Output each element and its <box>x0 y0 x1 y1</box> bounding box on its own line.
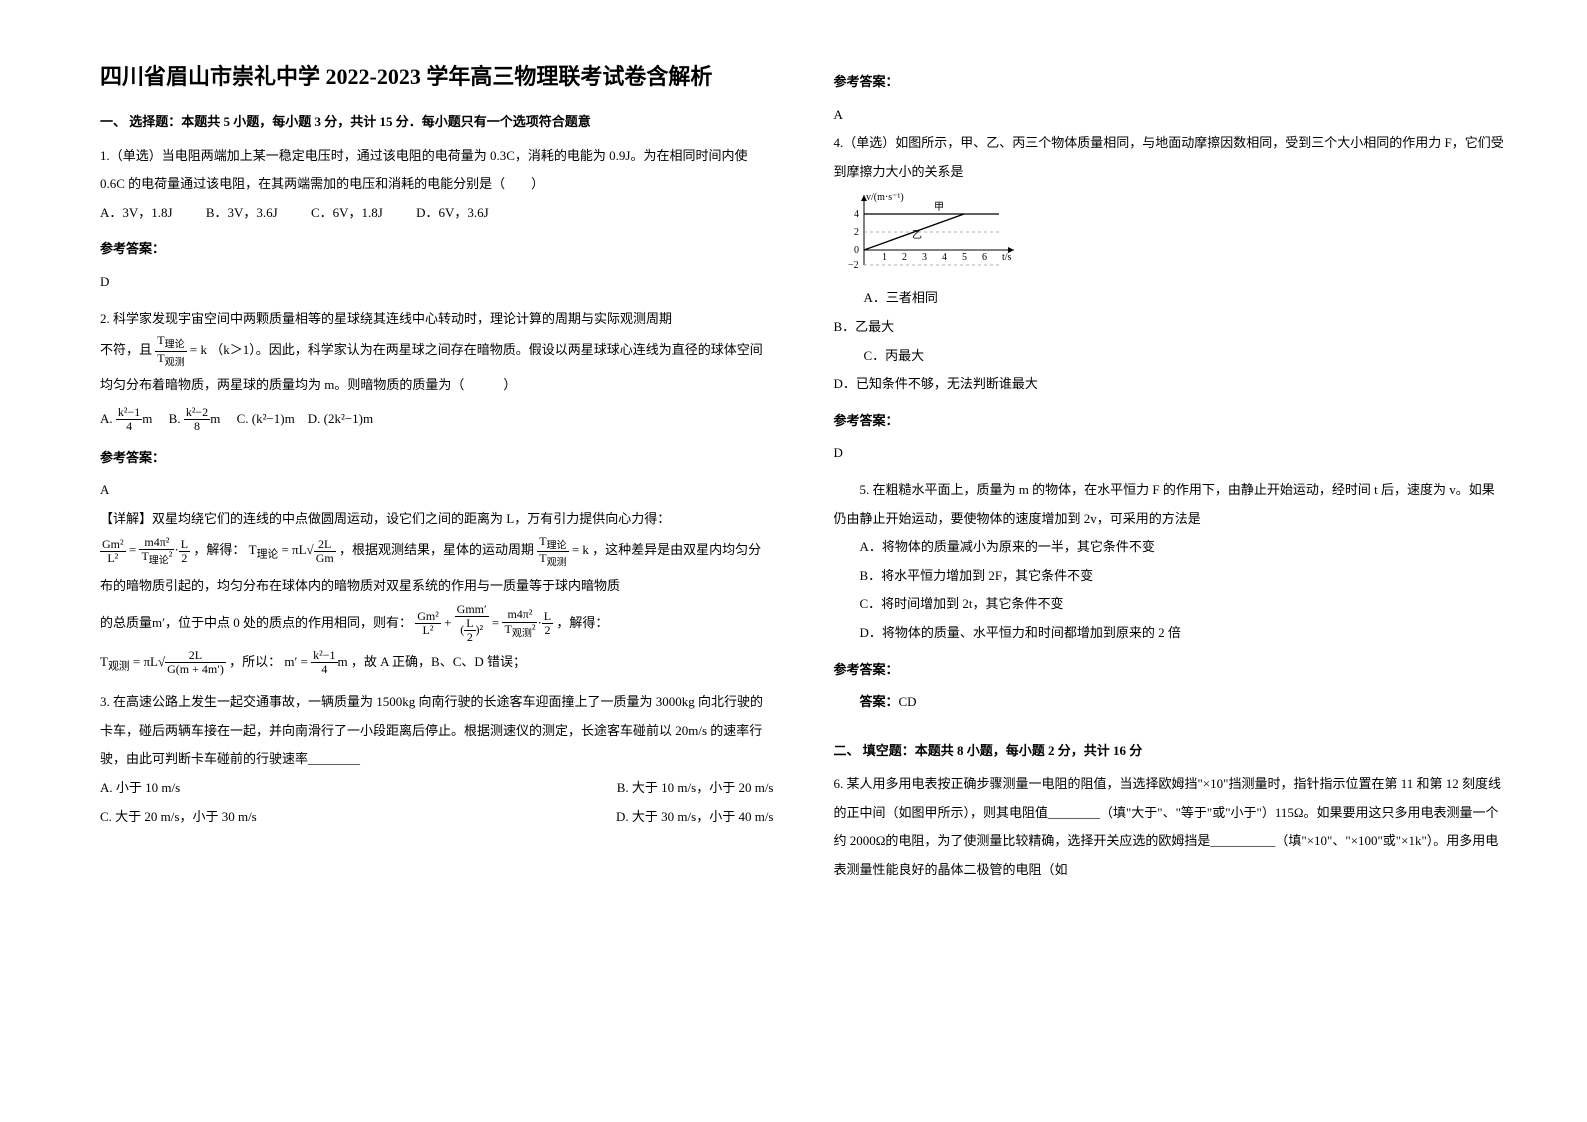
q2-mid1: ，解得： <box>193 542 245 557</box>
q4-stem: 4.（单选）如图所示，甲、乙、丙三个物体质量相同，与地面动摩擦因数相同，受到三个… <box>834 129 1508 186</box>
svg-text:−2: −2 <box>848 260 859 271</box>
q1-ans-label: 参考答案： <box>100 235 774 264</box>
q4-optD: D．已知条件不够，无法判断谁最大 <box>834 370 1508 399</box>
q3-ans: A <box>834 101 1508 130</box>
q3-optC: C. 大于 20 m/s，小于 30 m/s <box>100 803 257 832</box>
q2-optC: C. (k²−1)m <box>237 411 295 426</box>
q5-ans: CD <box>899 694 917 709</box>
q2-formula3: T观测 = πL√2LG(m + 4m′) ，所以： m′ = k²−14m ，… <box>100 645 774 681</box>
q5-optD: D．将物体的质量、水平恒力和时间都增加到原来的 2 倍 <box>834 619 1508 648</box>
q2-stem2-post: （k＞1）。因此，科学家认为在两星球之间存在暗物质。假设以两星球球心连线为直径的… <box>100 342 763 392</box>
q3-optD: D. 大于 30 m/s，小于 40 m/s <box>616 803 773 832</box>
q5-ans-label: 参考答案： <box>834 656 1508 685</box>
q2-stem2: 不符，且 T理论T观测 = k （k＞1）。因此，科学家认为在两星球之间存在暗物… <box>100 333 774 402</box>
svg-text:4: 4 <box>942 252 947 263</box>
q1-optC: C．6V，1.8J <box>311 205 383 220</box>
q5-optA: A．将物体的质量减小为原来的一半，其它条件不变 <box>834 533 1508 562</box>
q3: 3. 在高速公路上发生一起交通事故，一辆质量为 1500kg 向南行驶的长途客车… <box>100 688 774 831</box>
section2-header: 二、 填空题：本题共 8 小题，每小题 2 分，共计 16 分 <box>834 737 1508 766</box>
svg-text:2: 2 <box>854 227 859 238</box>
q3-stem: 3. 在高速公路上发生一起交通事故，一辆质量为 1500kg 向南行驶的长途客车… <box>100 688 774 774</box>
q2-optA-frac: k²−14 <box>116 406 142 433</box>
q4-optB: B．乙最大 <box>834 313 1508 342</box>
q4-ans-label: 参考答案： <box>834 407 1508 436</box>
q5-stem: 5. 在粗糙水平面上，质量为 m 的物体，在水平恒力 F 的作用下，由静止开始运… <box>834 476 1508 533</box>
chart-ylabel: v/(m·s⁻¹) <box>866 192 904 203</box>
svg-text:1: 1 <box>882 252 887 263</box>
svg-text:甲: 甲 <box>934 202 944 213</box>
svg-text:3: 3 <box>922 252 927 263</box>
q1-optA: A．3V，1.8J <box>100 205 173 220</box>
q2-end: ，所以： <box>229 654 281 669</box>
q2: 2. 科学家发现宇宙空间中两颗质量相等的星球绕其连线中心转动时，理论计算的周期与… <box>100 305 774 681</box>
q4-ans: D <box>834 439 1508 468</box>
doc-title: 四川省眉山市崇礼中学 2022-2023 学年高三物理联考试卷含解析 <box>100 60 774 93</box>
q4-optA: A．三者相同 <box>864 284 1508 313</box>
svg-text:t/s: t/s <box>1002 252 1012 263</box>
svg-text:乙: 乙 <box>912 229 922 241</box>
q3-ans-label: 参考答案： <box>834 68 1508 97</box>
q2-conc: ，故 A 正确，B、C、D 错误； <box>351 654 526 669</box>
q5-ans-pre: 答案： <box>860 694 899 709</box>
svg-text:2: 2 <box>902 252 907 263</box>
q2-formula1: Gm²L² = m4π²T理论²·L2 ，解得： T理论 = πL√2LGm ，… <box>100 533 774 603</box>
q1-stem: 1.（单选）当电阻两端加上某一稳定电压时，通过该电阻的电荷量为 0.3C，消耗的… <box>100 142 774 199</box>
q4: 4.（单选）如图所示，甲、乙、丙三个物体质量相同，与地面动摩擦因数相同，受到三个… <box>834 129 1508 468</box>
svg-text:6: 6 <box>982 252 987 263</box>
q3-row1: A. 小于 10 m/s B. 大于 10 m/s，小于 20 m/s <box>100 774 774 803</box>
q2-formula2: 的总质量m′，位于中点 0 处的质点的作用相同，则有： Gm²L² + Gmm′… <box>100 603 774 645</box>
q2-optB-frac: k²−28 <box>184 406 210 433</box>
q2-mid5: ，解得： <box>556 615 608 630</box>
q1: 1.（单选）当电阻两端加上某一稳定电压时，通过该电阻的电荷量为 0.3C，消耗的… <box>100 142 774 297</box>
q3-optB: B. 大于 10 m/s，小于 20 m/s <box>617 774 774 803</box>
q2-stem1: 2. 科学家发现宇宙空间中两颗质量相等的星球绕其连线中心转动时，理论计算的周期与… <box>100 305 774 334</box>
svg-text:4: 4 <box>854 209 859 220</box>
q1-optD: D．6V，3.6J <box>416 205 489 220</box>
q2-mid2: ，根据观测结果，星体的运动周期 <box>339 542 534 557</box>
q2-ans-label: 参考答案： <box>100 444 774 473</box>
q2-optB-pre: B. <box>169 411 184 426</box>
q3-row2: C. 大于 20 m/s，小于 30 m/s D. 大于 30 m/s，小于 4… <box>100 803 774 832</box>
q5-optC: C．将时间增加到 2t，其它条件不变 <box>834 590 1508 619</box>
q1-ans: D <box>100 268 774 297</box>
svg-text:0: 0 <box>854 245 859 256</box>
q1-options: A．3V，1.8J B．3V，3.6J C．6V，1.8J D．6V，3.6J <box>100 199 774 228</box>
q5: 5. 在粗糙水平面上，质量为 m 的物体，在水平恒力 F 的作用下，由静止开始运… <box>834 476 1508 717</box>
q3-optA: A. 小于 10 m/s <box>100 774 180 803</box>
section1-header: 一、 选择题：本题共 5 小题，每小题 3 分，共计 15 分．每小题只有一个选… <box>100 108 774 137</box>
ratio-frac: T理论T观测 <box>155 334 186 368</box>
q2-mid4: 的总质量m′，位于中点 0 处的质点的作用相同，则有： <box>100 615 412 630</box>
q4-chart: v/(m·s⁻¹) 0 2 4 1 2 3 4 5 6 t/s −2 <box>844 190 1024 280</box>
q2-options: A. k²−14m B. k²−28m C. (k²−1)m D. (2k²−1… <box>100 402 774 436</box>
q6-stem: 6. 某人用多用电表按正确步骤测量一电阻的阻值，当选择欧姆挡"×10"挡测量时，… <box>834 770 1508 884</box>
q2-optA-pre: A. <box>100 411 116 426</box>
q6: 6. 某人用多用电表按正确步骤测量一电阻的阻值，当选择欧姆挡"×10"挡测量时，… <box>834 770 1508 884</box>
q1-optB: B．3V，3.6J <box>206 205 278 220</box>
svg-text:5: 5 <box>962 252 967 263</box>
q4-optC: C．丙最大 <box>864 342 1508 371</box>
q2-stem2-pre: 不符，且 <box>100 342 152 357</box>
q2-detail-intro: 【详解】双星均绕它们的连线的中点做圆周运动，设它们之间的距离为 L，万有引力提供… <box>100 505 774 534</box>
q5-ans-row: 答案：CD <box>834 688 1508 717</box>
q5-optB: B．将水平恒力增加到 2F，其它条件不变 <box>834 562 1508 591</box>
q2-ans: A <box>100 476 774 505</box>
q2-optD: D. (2k²−1)m <box>308 411 373 426</box>
